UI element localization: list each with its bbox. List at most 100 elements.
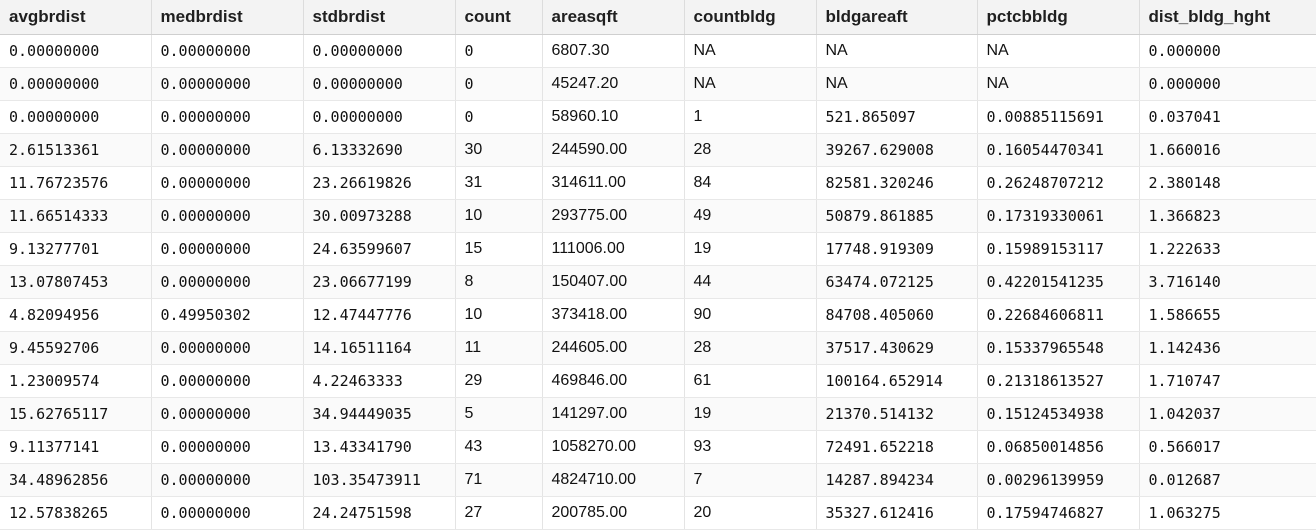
cell-countbldg[interactable]: 19 <box>684 232 817 266</box>
cell-areasqft[interactable]: 244590.00 <box>542 133 685 167</box>
cell-dist-bldg-hght[interactable]: 0.000000 <box>1139 34 1316 68</box>
cell-areasqft[interactable]: 373418.00 <box>542 298 685 332</box>
cell-stdbrdist[interactable]: 24.24751598 <box>303 496 456 530</box>
cell-avgbrdist[interactable]: 12.57838265 <box>0 496 152 530</box>
cell-areasqft[interactable]: 150407.00 <box>542 265 685 299</box>
cell-stdbrdist[interactable]: 14.16511164 <box>303 331 456 365</box>
cell-avgbrdist[interactable]: 0.00000000 <box>0 34 152 68</box>
cell-stdbrdist[interactable]: 34.94449035 <box>303 397 456 431</box>
cell-dist-bldg-hght[interactable]: 1.063275 <box>1139 496 1316 530</box>
cell-dist-bldg-hght[interactable]: 1.222633 <box>1139 232 1316 266</box>
cell-stdbrdist[interactable]: 24.63599607 <box>303 232 456 266</box>
cell-pctcbbldg[interactable]: 0.22684606811 <box>977 298 1140 332</box>
cell-countbldg[interactable]: 28 <box>684 133 817 167</box>
cell-countbldg[interactable]: 7 <box>684 463 817 497</box>
cell-count[interactable]: 30 <box>455 133 543 167</box>
cell-areasqft[interactable]: 1058270.00 <box>542 430 685 464</box>
cell-medbrdist[interactable]: 0.00000000 <box>151 34 304 68</box>
cell-avgbrdist[interactable]: 9.11377141 <box>0 430 152 464</box>
cell-bldgareaft[interactable]: 72491.652218 <box>816 430 978 464</box>
cell-count[interactable]: 15 <box>455 232 543 266</box>
cell-areasqft[interactable]: 244605.00 <box>542 331 685 365</box>
cell-countbldg[interactable]: 19 <box>684 397 817 431</box>
cell-countbldg[interactable]: 90 <box>684 298 817 332</box>
cell-pctcbbldg[interactable]: 0.00885115691 <box>977 100 1140 134</box>
cell-dist-bldg-hght[interactable]: 1.142436 <box>1139 331 1316 365</box>
cell-count[interactable]: 27 <box>455 496 543 530</box>
column-header-medbrdist[interactable]: medbrdist <box>151 0 304 35</box>
cell-avgbrdist[interactable]: 11.66514333 <box>0 199 152 233</box>
cell-bldgareaft[interactable]: 37517.430629 <box>816 331 978 365</box>
cell-medbrdist[interactable]: 0.00000000 <box>151 166 304 200</box>
cell-pctcbbldg[interactable]: 0.42201541235 <box>977 265 1140 299</box>
cell-dist-bldg-hght[interactable]: 0.566017 <box>1139 430 1316 464</box>
cell-dist-bldg-hght[interactable]: 3.716140 <box>1139 265 1316 299</box>
cell-pctcbbldg[interactable]: NA <box>977 67 1140 101</box>
cell-bldgareaft[interactable]: 50879.861885 <box>816 199 978 233</box>
cell-bldgareaft[interactable]: NA <box>816 34 978 68</box>
table-row[interactable]: 15.62765117 0.00000000 34.94449035 5 141297.… <box>0 397 1316 431</box>
cell-count[interactable]: 10 <box>455 298 543 332</box>
cell-dist-bldg-hght[interactable]: 1.042037 <box>1139 397 1316 431</box>
cell-medbrdist[interactable]: 0.00000000 <box>151 232 304 266</box>
cell-stdbrdist[interactable]: 0.00000000 <box>303 100 456 134</box>
cell-countbldg[interactable]: 49 <box>684 199 817 233</box>
cell-pctcbbldg[interactable]: 0.15989153117 <box>977 232 1140 266</box>
cell-medbrdist[interactable]: 0.00000000 <box>151 67 304 101</box>
cell-medbrdist[interactable]: 0.00000000 <box>151 364 304 398</box>
cell-stdbrdist[interactable]: 6.13332690 <box>303 133 456 167</box>
table-row[interactable]: 34.48962856 0.00000000 103.35473911 71 48247… <box>0 463 1316 497</box>
column-header-pctcbbldg[interactable]: pctcbbldg <box>977 0 1140 35</box>
cell-count[interactable]: 71 <box>455 463 543 497</box>
table-row[interactable]: 11.76723576 0.00000000 23.26619826 31 314611… <box>0 166 1316 200</box>
cell-avgbrdist[interactable]: 15.62765117 <box>0 397 152 431</box>
cell-avgbrdist[interactable]: 9.13277701 <box>0 232 152 266</box>
cell-areasqft[interactable]: 6807.30 <box>542 34 685 68</box>
cell-pctcbbldg[interactable]: 0.26248707212 <box>977 166 1140 200</box>
cell-dist-bldg-hght[interactable]: 0.012687 <box>1139 463 1316 497</box>
cell-avgbrdist[interactable]: 2.61513361 <box>0 133 152 167</box>
cell-medbrdist[interactable]: 0.00000000 <box>151 100 304 134</box>
cell-dist-bldg-hght[interactable]: 1.710747 <box>1139 364 1316 398</box>
cell-stdbrdist[interactable]: 103.35473911 <box>303 463 456 497</box>
cell-countbldg[interactable]: 44 <box>684 265 817 299</box>
cell-count[interactable]: 8 <box>455 265 543 299</box>
cell-countbldg[interactable]: 93 <box>684 430 817 464</box>
cell-count[interactable]: 11 <box>455 331 543 365</box>
cell-count[interactable]: 31 <box>455 166 543 200</box>
cell-medbrdist[interactable]: 0.00000000 <box>151 331 304 365</box>
table-row[interactable]: 0.00000000 0.00000000 0.00000000 0 6807.30 NA… <box>0 34 1316 68</box>
table-row[interactable]: 9.45592706 0.00000000 14.16511164 11 244605.… <box>0 331 1316 365</box>
cell-bldgareaft[interactable]: 100164.652914 <box>816 364 978 398</box>
cell-avgbrdist[interactable]: 9.45592706 <box>0 331 152 365</box>
cell-avgbrdist[interactable]: 0.00000000 <box>0 67 152 101</box>
cell-bldgareaft[interactable]: 21370.514132 <box>816 397 978 431</box>
cell-areasqft[interactable]: 293775.00 <box>542 199 685 233</box>
table-row[interactable]: 9.11377141 0.00000000 13.43341790 43 1058270… <box>0 430 1316 464</box>
column-header-stdbrdist[interactable]: stdbrdist <box>303 0 456 35</box>
cell-dist-bldg-hght[interactable]: 1.660016 <box>1139 133 1316 167</box>
cell-dist-bldg-hght[interactable]: 1.366823 <box>1139 199 1316 233</box>
cell-avgbrdist[interactable]: 0.00000000 <box>0 100 152 134</box>
cell-stdbrdist[interactable]: 4.22463333 <box>303 364 456 398</box>
table-row[interactable]: 0.00000000 0.00000000 0.00000000 0 45247.20 N… <box>0 67 1316 101</box>
cell-bldgareaft[interactable]: 17748.919309 <box>816 232 978 266</box>
table-row[interactable]: 13.07807453 0.00000000 23.06677199 8 150407.… <box>0 265 1316 299</box>
column-header-countbldg[interactable]: countbldg <box>684 0 817 35</box>
table-row[interactable]: 9.13277701 0.00000000 24.63599607 15 111006.… <box>0 232 1316 266</box>
cell-areasqft[interactable]: 314611.00 <box>542 166 685 200</box>
cell-medbrdist[interactable]: 0.00000000 <box>151 265 304 299</box>
cell-avgbrdist[interactable]: 1.23009574 <box>0 364 152 398</box>
cell-bldgareaft[interactable]: 63474.072125 <box>816 265 978 299</box>
cell-count[interactable]: 29 <box>455 364 543 398</box>
cell-bldgareaft[interactable]: 39267.629008 <box>816 133 978 167</box>
table-row[interactable]: 1.23009574 0.00000000 4.22463333 29 469846.0… <box>0 364 1316 398</box>
column-header-count[interactable]: count <box>455 0 543 35</box>
cell-pctcbbldg[interactable]: 0.16054470341 <box>977 133 1140 167</box>
cell-pctcbbldg[interactable]: 0.17319330061 <box>977 199 1140 233</box>
cell-dist-bldg-hght[interactable]: 1.586655 <box>1139 298 1316 332</box>
cell-medbrdist[interactable]: 0.49950302 <box>151 298 304 332</box>
cell-bldgareaft[interactable]: 84708.405060 <box>816 298 978 332</box>
cell-avgbrdist[interactable]: 4.82094956 <box>0 298 152 332</box>
cell-stdbrdist[interactable]: 12.47447776 <box>303 298 456 332</box>
